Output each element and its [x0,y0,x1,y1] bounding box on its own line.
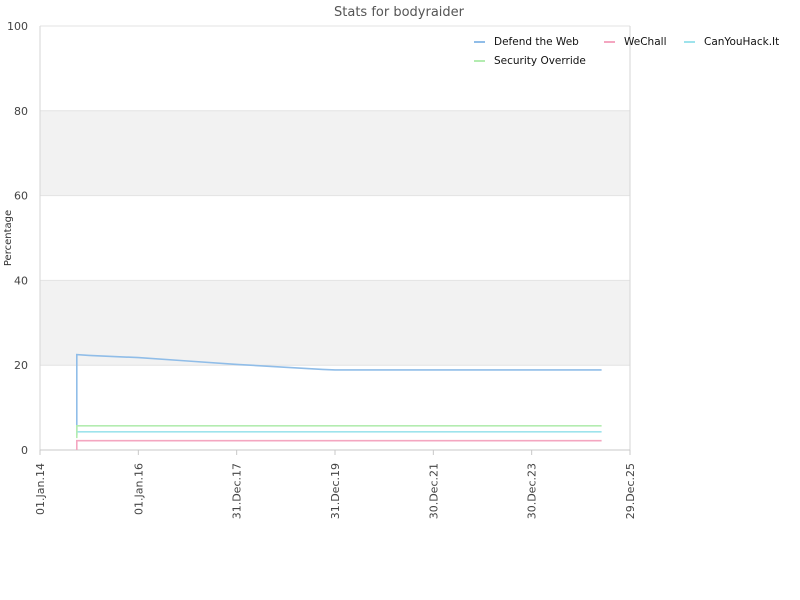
y-tick-label-2: 40 [14,274,28,287]
legend-label-defend-the-web[interactable]: Defend the Web [494,36,579,48]
x-tick-label-6: 29.Dec.25 [624,463,637,519]
series-line-wechall [76,439,602,450]
y-axis-label: Percentage [3,210,14,266]
plot-bands [40,110,630,366]
x-tick-label-2: 31.Dec.17 [231,463,244,519]
x-tick-label-4: 30.Dec.21 [427,463,440,519]
x-tick-label-5: 30.Dec.23 [526,463,539,519]
y-tick-label-1: 20 [14,359,28,372]
y-tick-label-3: 60 [14,190,28,203]
series-lines [76,353,602,450]
chart-title: Stats for bodyraider [334,5,465,20]
x-tick-label-0: 01.Jan.14 [34,463,47,515]
legend-label-canyouhack-it[interactable]: CanYouHack.It [704,36,779,48]
grid-lines [40,25,630,451]
legend-label-security-override[interactable]: Security Override [494,55,586,67]
y-tick-labels: 0 20 40 60 80 100 [7,20,28,457]
x-tick-label-3: 31.Dec.19 [329,463,342,519]
series-line-defend-the-web [76,353,602,436]
axes [39,26,631,451]
plot-band-1 [40,110,630,196]
plot-band-0 [40,280,630,366]
x-tick-labels: 01.Jan.14 01.Jan.16 31.Dec.17 31.Dec.19 30.D… [34,450,637,519]
y-tick-label-4: 80 [14,105,28,118]
y-tick-label-0: 0 [21,444,28,457]
legend[interactable]: Defend the Web WeChall CanYouHack.It Securi… [474,36,779,67]
x-tick-label-1: 01.Jan.16 [132,463,145,515]
y-tick-label-5: 100 [7,20,28,33]
legend-label-wechall[interactable]: WeChall [624,36,666,48]
series-line-security-override [76,424,602,439]
